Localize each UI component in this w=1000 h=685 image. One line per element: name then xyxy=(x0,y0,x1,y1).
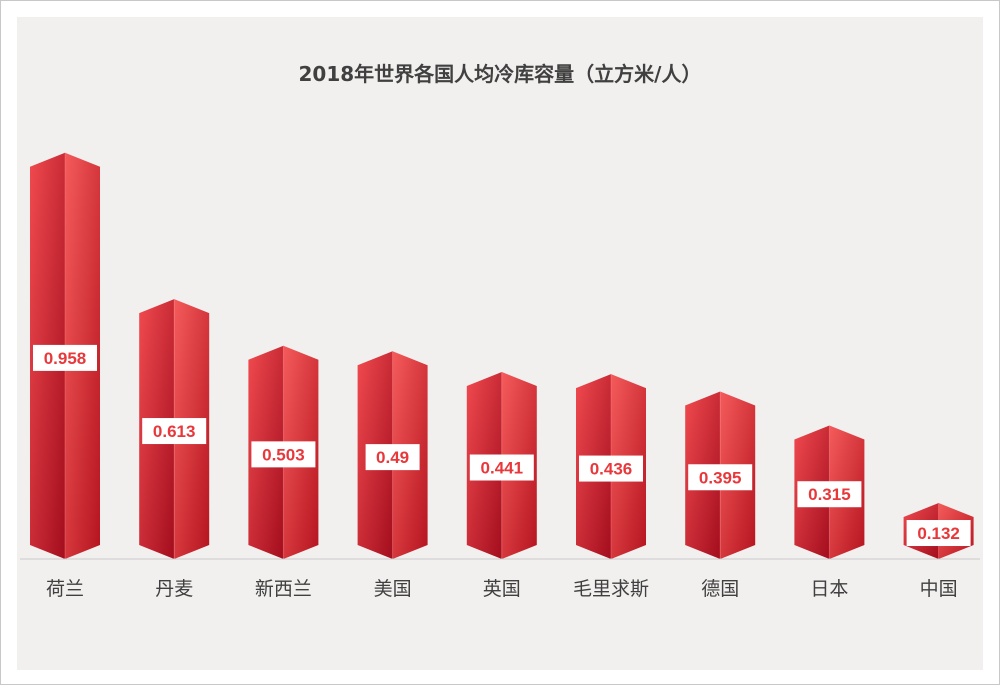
data-label: 0.958 xyxy=(44,349,87,368)
x-tick-label: 中国 xyxy=(920,578,958,600)
bar: 0.613 xyxy=(139,299,210,559)
bar: 0.503 xyxy=(248,345,319,559)
x-tick-label: 丹麦 xyxy=(155,578,193,600)
bar: 0.436 xyxy=(576,374,646,559)
bar: 0.395 xyxy=(685,391,756,559)
data-label: 0.436 xyxy=(590,460,633,479)
x-tick-label: 日本 xyxy=(810,578,848,600)
x-tick-label: 美国 xyxy=(374,578,412,600)
data-label-box xyxy=(688,464,753,491)
bar: 0.132 xyxy=(903,503,974,559)
bar: 0.958 xyxy=(30,152,100,560)
chart-title: 2018年世界各国人均冷库容量（立方米/人） xyxy=(298,62,702,86)
x-tick-label: 德国 xyxy=(701,578,739,600)
data-label-box xyxy=(579,455,643,482)
data-label-box xyxy=(142,418,207,445)
data-label: 0.395 xyxy=(699,468,742,487)
data-label-box xyxy=(365,444,420,471)
data-label: 0.613 xyxy=(153,422,196,441)
data-label-box xyxy=(469,454,534,481)
x-tick-label: 毛里求斯 xyxy=(573,578,649,600)
data-label-box xyxy=(33,344,97,371)
x-tick-label: 英国 xyxy=(483,578,521,600)
data-label: 0.441 xyxy=(481,459,524,478)
data-label-box xyxy=(251,441,316,468)
x-tick-label: 荷兰 xyxy=(46,578,84,600)
data-label: 0.132 xyxy=(917,524,960,543)
bar: 0.49 xyxy=(357,351,428,559)
data-label: 0.49 xyxy=(376,448,409,467)
x-tick-label: 新西兰 xyxy=(255,578,312,600)
data-label: 0.315 xyxy=(808,485,851,504)
data-label-box xyxy=(797,481,862,508)
data-label: 0.503 xyxy=(262,445,305,464)
bar: 0.315 xyxy=(794,425,865,559)
data-label-box xyxy=(906,520,971,547)
bar: 0.441 xyxy=(466,372,537,559)
